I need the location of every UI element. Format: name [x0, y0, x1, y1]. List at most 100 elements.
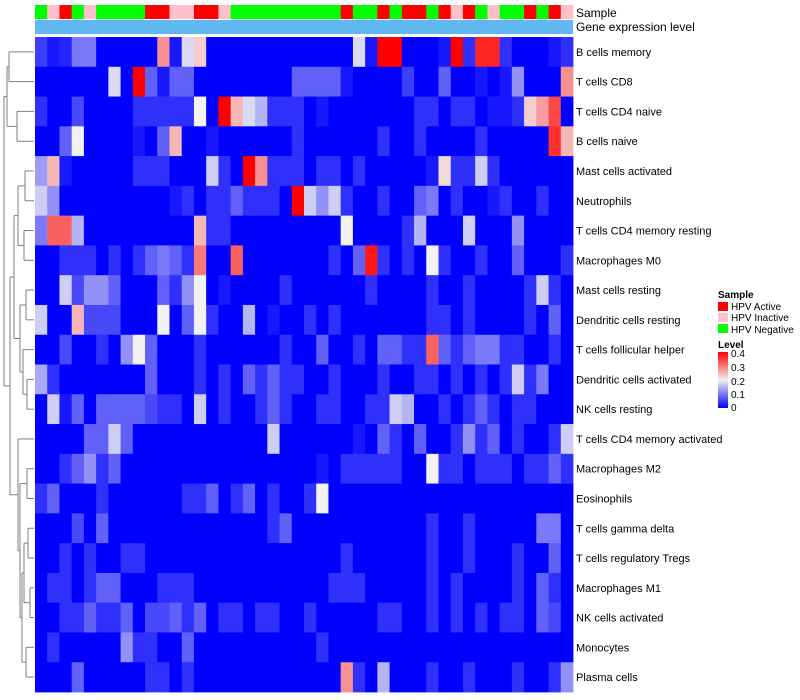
heatmap-cell: [169, 66, 183, 97]
heatmap-cell: [352, 275, 366, 306]
heatmap-cell: [377, 275, 390, 306]
heatmap-cell: [145, 334, 158, 365]
heatmap-cell: [304, 364, 317, 395]
heatmap-cell: [181, 483, 195, 514]
heatmap-cell: [524, 424, 537, 455]
heatmap-cell: [511, 602, 525, 633]
heatmap-cell: [365, 245, 378, 276]
heatmap-cell: [389, 156, 403, 187]
heatmap-cell: [414, 453, 427, 484]
heatmap-cell: [71, 394, 85, 425]
heatmap-cell: [499, 66, 513, 97]
sample-annotation-cell: [255, 5, 268, 19]
heatmap-cell: [475, 394, 488, 425]
heatmap-cell: [438, 364, 452, 395]
heatmap-cell: [560, 364, 574, 395]
heatmap-cell: [328, 66, 342, 97]
heatmap-cell: [475, 364, 488, 395]
heatmap-cell: [108, 215, 121, 246]
heatmap-cell: [193, 424, 207, 455]
heatmap-cell: [340, 215, 354, 246]
heatmap-cell: [255, 37, 268, 68]
heatmap-cell: [35, 453, 48, 484]
heatmap-cell: [475, 543, 488, 574]
heatmap-cell: [108, 96, 121, 127]
heatmap-cell: [426, 185, 439, 217]
heatmap-cell: [524, 304, 537, 336]
heatmap-cell: [536, 364, 549, 395]
sample-annotation-cell: [365, 5, 378, 19]
heatmap-cell: [291, 632, 305, 663]
heatmap-cell: [218, 632, 232, 663]
heatmap-cell: [132, 96, 146, 127]
heatmap-cell: [255, 572, 268, 604]
heatmap-cell: [71, 245, 85, 276]
heatmap-cell: [536, 602, 549, 633]
heatmap-cell: [487, 453, 501, 484]
heatmap-cell: [377, 245, 390, 276]
heatmap-cell: [47, 304, 60, 336]
heatmap-cell: [560, 543, 574, 574]
level-legend-title: Level: [718, 340, 744, 351]
heatmap-cell: [548, 126, 562, 157]
heatmap-cell: [181, 513, 195, 544]
heatmap-cell: [499, 662, 513, 693]
heatmap-cell: [304, 453, 317, 484]
heatmap-cell: [414, 513, 427, 544]
heatmap-cell: [487, 66, 501, 97]
heatmap-cell: [242, 513, 256, 544]
heatmap-cell: [560, 304, 574, 336]
heatmap-cell: [499, 185, 513, 217]
heatmap-cell: [536, 126, 549, 157]
heatmap-cell: [401, 483, 415, 514]
heatmap-cell: [96, 334, 109, 365]
heatmap-cell: [475, 572, 488, 604]
heatmap-cell: [340, 66, 354, 97]
heatmap-cell: [230, 602, 244, 633]
gene-expression-annotation-track: [35, 20, 573, 34]
heatmap-cell: [414, 424, 427, 455]
heatmap-cell: [340, 394, 354, 425]
heatmap-cell: [291, 126, 305, 157]
heatmap-cell: [120, 632, 134, 663]
heatmap-cell: [108, 275, 121, 306]
heatmap-cell: [475, 156, 488, 187]
heatmap-cell: [193, 245, 207, 276]
heatmap-cell: [291, 483, 305, 514]
heatmap-cell: [524, 543, 537, 574]
heatmap-cell: [255, 513, 268, 544]
heatmap-cell: [120, 215, 134, 246]
sample-annotation-cell: [389, 5, 403, 19]
heatmap-cell: [328, 334, 342, 365]
heatmap-cell: [230, 572, 244, 604]
heatmap-cell: [560, 96, 574, 127]
row-label: B cells memory: [576, 47, 652, 59]
heatmap-cell: [340, 572, 354, 604]
heatmap-cell: [548, 275, 562, 306]
sample-annotation-cell: [193, 5, 207, 19]
heatmap-cell: [206, 424, 219, 455]
heatmap-cell: [242, 483, 256, 514]
heatmap-cell: [511, 543, 525, 574]
sample-annotation-cell: [230, 5, 244, 19]
heatmap-cell: [96, 602, 109, 633]
heatmap-cell: [108, 483, 121, 514]
heatmap-cell: [426, 304, 439, 336]
heatmap-cell: [267, 364, 280, 395]
heatmap-cell: [487, 483, 501, 514]
heatmap-cell: [132, 572, 146, 604]
heatmap-cell: [414, 483, 427, 514]
heatmap-cell: [365, 215, 378, 246]
heatmap-cell: [450, 126, 464, 157]
heatmap-cell: [511, 513, 525, 544]
heatmap-cell: [548, 66, 562, 97]
heatmap-cell: [35, 572, 48, 604]
heatmap-cell: [438, 632, 452, 663]
heatmap-cell: [511, 572, 525, 604]
heatmap-cell: [401, 275, 415, 306]
heatmap-cell: [230, 96, 244, 127]
heatmap-cell: [35, 394, 48, 425]
heatmap-cell: [218, 364, 232, 395]
heatmap-cell: [462, 275, 476, 306]
heatmap-cell: [536, 96, 549, 127]
